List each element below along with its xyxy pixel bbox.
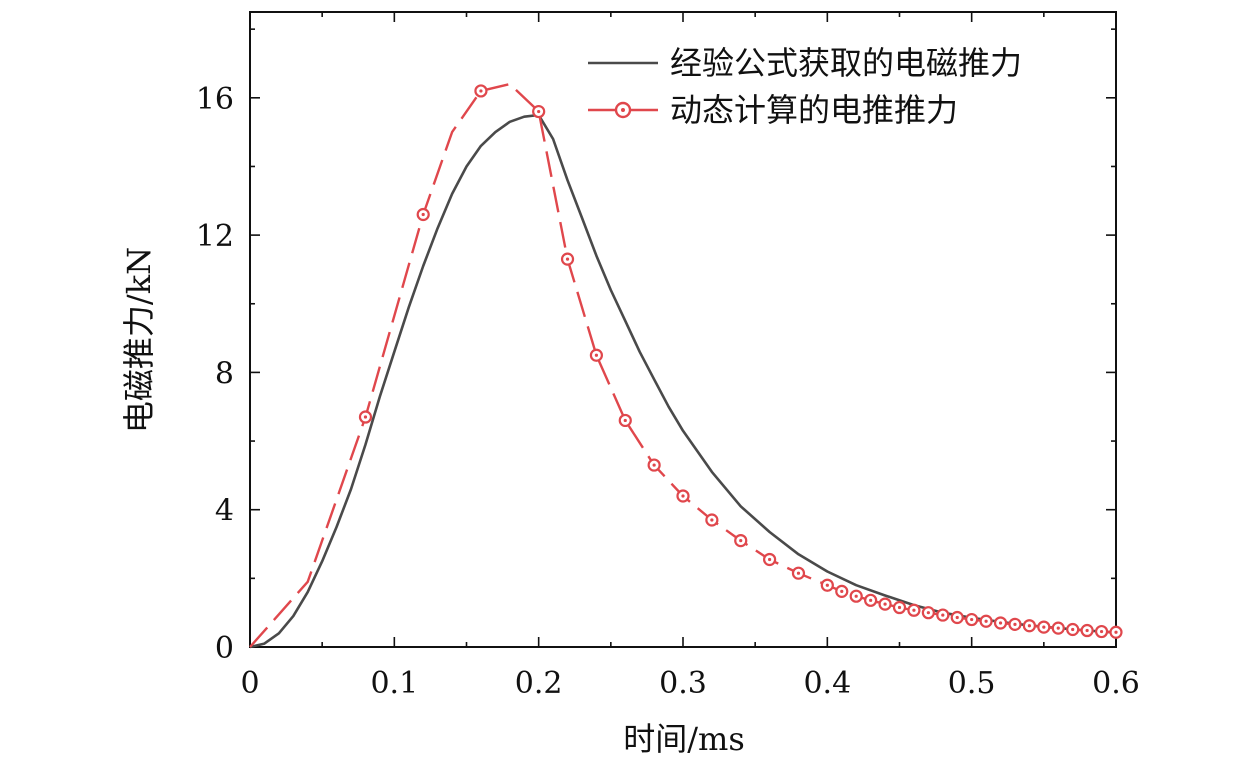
x-tick-label: 0.4 bbox=[803, 666, 851, 701]
x-tick-label: 0.2 bbox=[515, 666, 563, 701]
series-marker-dot bbox=[955, 615, 959, 620]
series-marker-dot bbox=[912, 608, 916, 612]
series-marker-dot bbox=[984, 619, 988, 623]
series-layer bbox=[249, 82, 1123, 649]
series-marker-dot bbox=[710, 518, 714, 522]
y-axis-title: 电磁推力/kN bbox=[120, 247, 158, 433]
x-tick-label: 0.3 bbox=[659, 666, 707, 701]
y-tick-label: 16 bbox=[196, 82, 234, 117]
x-tick-label: 0 bbox=[240, 666, 259, 701]
series-marker-dot bbox=[840, 589, 844, 593]
series-marker-dot bbox=[1085, 628, 1089, 633]
legend-label: 经验公式获取的电磁推力 bbox=[670, 44, 1022, 82]
series-marker-dot bbox=[421, 212, 425, 217]
series-marker-dot bbox=[1114, 630, 1118, 634]
series-marker-dot bbox=[537, 109, 541, 114]
series-marker-dot bbox=[1071, 627, 1075, 632]
series-marker-dot bbox=[796, 571, 801, 575]
x-axis-title: 时间/ms bbox=[623, 720, 745, 758]
series-marker-dot bbox=[970, 617, 974, 622]
legend-marker-dot bbox=[621, 108, 625, 112]
y-tick-label: 4 bbox=[215, 494, 234, 529]
series-marker-dot bbox=[854, 594, 858, 598]
series-marker-dot bbox=[739, 538, 743, 543]
series-marker-dot bbox=[825, 583, 829, 587]
series-marker-dot bbox=[998, 621, 1003, 625]
series-line bbox=[249, 113, 1117, 649]
series-marker-dot bbox=[926, 611, 930, 615]
y-tick-label: 8 bbox=[215, 356, 234, 391]
series-marker-dot bbox=[941, 613, 945, 617]
legend-label: 动态计算的电推推力 bbox=[670, 91, 958, 129]
x-tick-label: 0.5 bbox=[948, 666, 996, 701]
tick-labels: 0 0.1 0.2 0.3 0.4 0.5 0.6 0 4 8 12 16 bbox=[196, 82, 1140, 701]
series-marker-dot bbox=[869, 598, 873, 602]
y-tick-label: 12 bbox=[196, 219, 234, 254]
series-marker-dot bbox=[565, 257, 570, 261]
series-marker-dot bbox=[1013, 622, 1017, 626]
series-marker-dot bbox=[768, 557, 772, 562]
series-marker-dot bbox=[1042, 625, 1046, 629]
series-marker-dot bbox=[1056, 626, 1060, 630]
series-marker-dot bbox=[594, 353, 599, 357]
series-marker-dot bbox=[681, 494, 685, 498]
series-marker-dot bbox=[479, 89, 483, 93]
axis-ticks bbox=[249, 12, 1117, 648]
series-marker-dot bbox=[652, 463, 656, 467]
series-marker-dot bbox=[897, 605, 902, 610]
y-tick-label: 0 bbox=[215, 631, 234, 666]
series-marker-dot bbox=[883, 602, 887, 606]
series-line bbox=[249, 82, 1117, 648]
x-tick-label: 0.6 bbox=[1092, 666, 1140, 701]
series-marker-dot bbox=[1027, 624, 1031, 628]
series-marker-dot bbox=[363, 415, 368, 419]
series-marker-dot bbox=[623, 418, 627, 423]
x-tick-label: 0.1 bbox=[370, 666, 418, 701]
series-marker-dot bbox=[1099, 629, 1104, 634]
